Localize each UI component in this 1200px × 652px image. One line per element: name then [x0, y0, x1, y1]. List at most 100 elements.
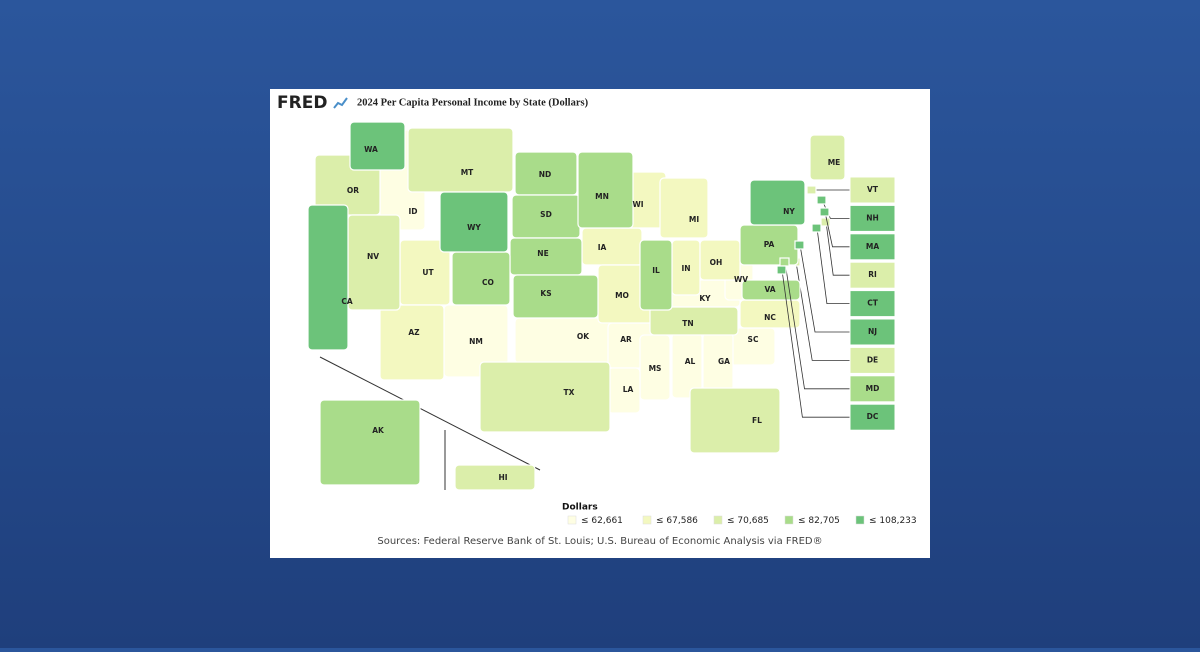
state: [581, 227, 643, 266]
state: [689, 387, 781, 454]
legend-swatch: [567, 515, 577, 525]
state-small: [811, 223, 822, 233]
state-label: MN: [595, 192, 609, 201]
title: 2024 Per Capita Personal Income by State…: [357, 97, 589, 108]
state-label: TN: [682, 319, 693, 328]
state: [451, 251, 511, 306]
leader-line: [799, 244, 850, 333]
state: [439, 191, 509, 253]
legend-swatch: [855, 515, 865, 525]
state-label: CO: [482, 278, 494, 287]
state-label: AL: [685, 357, 696, 366]
state-label: FL: [752, 416, 762, 425]
state-label: VA: [764, 285, 775, 294]
state: [809, 134, 846, 181]
state-small: [794, 240, 805, 250]
state: [649, 306, 739, 336]
state-small: [776, 265, 787, 275]
state-label: NY: [783, 207, 795, 216]
state: [379, 304, 445, 381]
state-label: CA: [341, 297, 353, 306]
state-label: IL: [652, 266, 660, 275]
leader-line: [821, 199, 850, 219]
state-small: [816, 195, 827, 205]
legend-swatch: [713, 515, 723, 525]
state-label: NJ: [868, 327, 877, 336]
state: [407, 127, 514, 193]
state: [454, 464, 536, 491]
state: [307, 204, 349, 351]
state-label: GA: [718, 357, 730, 366]
state-label: IN: [681, 264, 690, 273]
state-box: [849, 346, 896, 374]
state-label: NM: [469, 337, 483, 346]
leader-line: [781, 269, 850, 418]
state-label: MA: [866, 242, 879, 251]
state-box: [849, 375, 896, 403]
leader-line: [784, 261, 850, 390]
state-box: [849, 233, 896, 261]
legend-swatch: [642, 515, 652, 525]
state-label: WI: [632, 200, 643, 209]
state-label: WY: [467, 223, 481, 232]
state-label: NH: [866, 213, 879, 222]
state-box: [849, 176, 896, 204]
legend-label: ≤ 108,233: [869, 516, 917, 526]
legend-swatch: [784, 515, 794, 525]
state-label: NE: [537, 249, 548, 258]
state-label: MI: [689, 215, 699, 224]
state-label: KS: [540, 289, 551, 298]
state-label: MS: [649, 364, 662, 373]
state-label: HI: [498, 473, 507, 482]
state-label: MO: [615, 291, 629, 300]
logo: FRED: [277, 93, 327, 113]
leader-line: [825, 221, 850, 276]
state-box: [849, 403, 896, 431]
state-box: [849, 318, 896, 346]
state-label: OK: [577, 332, 590, 341]
state-label: SC: [748, 335, 759, 344]
state-label: WA: [364, 145, 378, 154]
state-small: [820, 217, 831, 227]
leader-line: [824, 211, 850, 248]
state-label: DC: [867, 412, 879, 421]
state-label: SD: [540, 210, 552, 219]
state-label: RI: [868, 270, 877, 279]
state-small: [806, 185, 817, 195]
state-label: NC: [764, 313, 776, 322]
state-label: ME: [828, 158, 841, 167]
state-label: CT: [867, 299, 879, 308]
state-box: [849, 290, 896, 318]
state-label: UT: [422, 268, 434, 277]
state-label: NV: [367, 252, 379, 261]
state-small: [819, 207, 830, 217]
legend-label: ≤ 67,586: [656, 516, 698, 526]
state: [349, 121, 406, 171]
state-label: PA: [764, 240, 775, 249]
state-label: OH: [710, 258, 723, 267]
leader-line: [816, 227, 850, 305]
state: [347, 214, 401, 311]
legend-label: ≤ 62,661: [581, 516, 623, 526]
leader-line: [795, 261, 850, 361]
legend-label: ≤ 70,685: [727, 516, 769, 526]
state-label: IA: [598, 243, 607, 252]
state-label: OR: [347, 186, 359, 195]
source: Sources: Federal Reserve Bank of St. Lou…: [377, 536, 822, 547]
state: [479, 361, 611, 433]
state-label: TX: [564, 388, 575, 397]
state-label: MD: [866, 384, 880, 393]
state-label: DE: [867, 355, 878, 364]
state-box: [849, 204, 896, 232]
state: [639, 239, 673, 311]
state-label: AK: [372, 426, 385, 435]
state-label: AZ: [408, 328, 420, 337]
state: [577, 151, 634, 229]
legend-title: Dollars: [562, 503, 598, 513]
state-label: WV: [734, 275, 748, 284]
state-small: [779, 257, 790, 267]
state-label: VT: [867, 185, 879, 194]
state-label: AR: [620, 335, 632, 344]
